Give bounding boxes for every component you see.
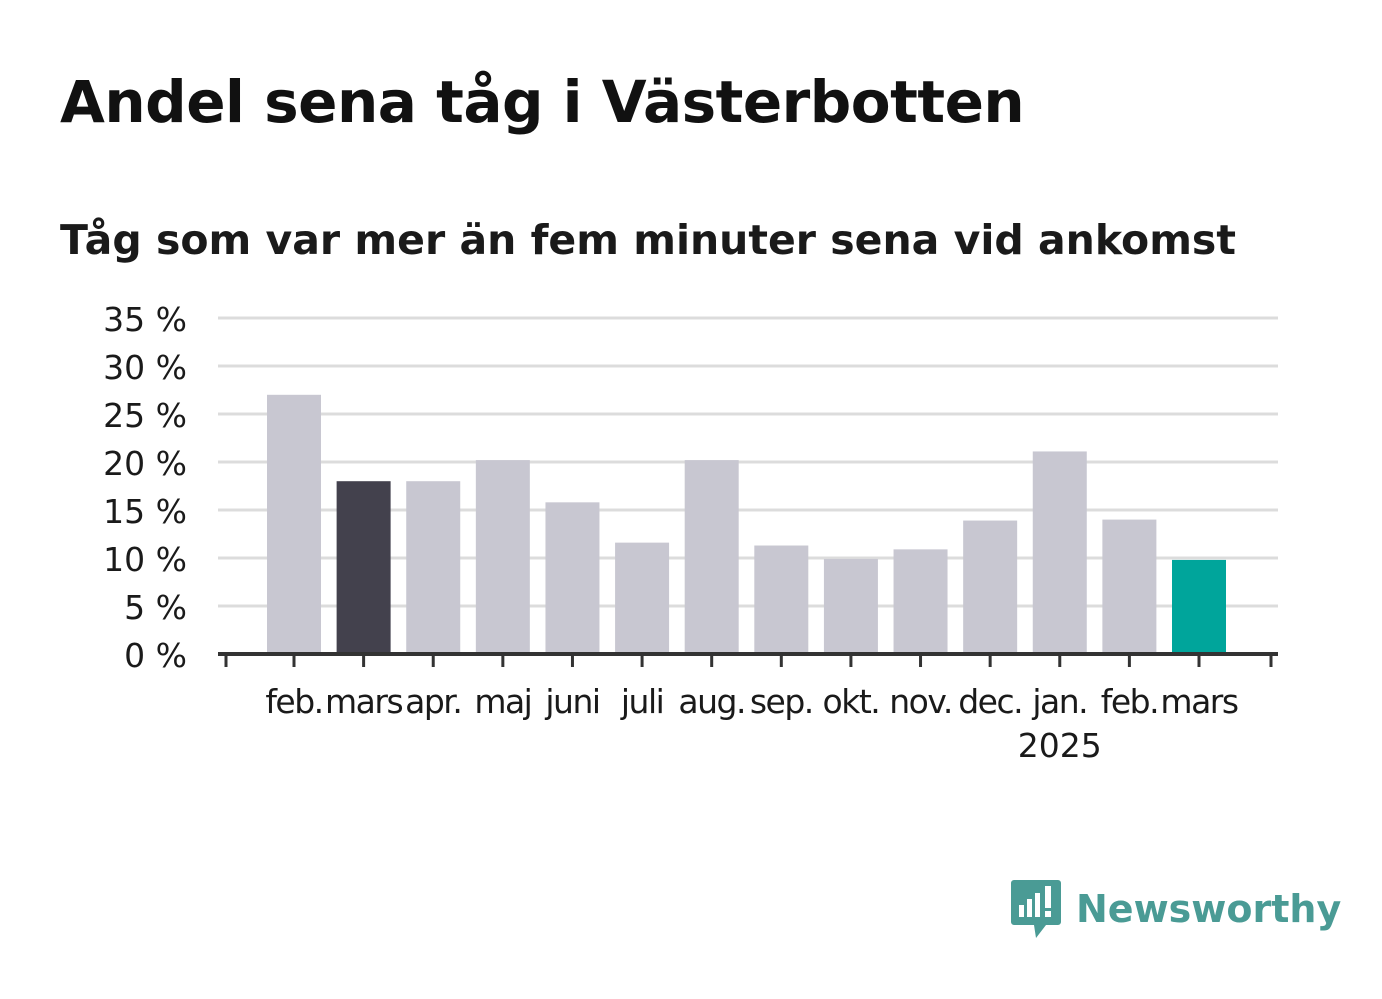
y-tick-label: 5 % [124,588,187,627]
x-tick-label: apr. [405,682,461,721]
bar [267,394,321,654]
bar [336,481,391,654]
x-tick-label: dec. [958,682,1022,721]
x-axis-tick-labels: feb. mars apr. maj juni juli aug. sep. okt. nov. d… [265,682,1239,765]
chart-title: Andel sena tåg i Västerbotten [60,68,1025,136]
x-year-label: 2025 [1018,726,1102,765]
bar [893,549,948,654]
logo-text: Newsworthy [1076,887,1342,931]
x-tick-label: mars [1160,682,1237,721]
bar [963,520,1018,654]
x-tick-label: okt. [823,682,880,721]
x-tick-label: maj [474,682,531,721]
bars [267,394,1226,654]
y-tick-label: 15 % [103,492,187,531]
x-tick-label: sep. [750,682,813,721]
y-tick-label: 25 % [103,396,187,435]
bar [615,542,670,654]
x-tick-label: mars [325,682,402,721]
bar [1102,519,1157,654]
x-tick-label: jan. [1031,682,1087,721]
x-tick-label: aug. [678,682,745,721]
x-tick-label: juli [620,682,663,721]
y-axis-tick-labels: 0 % 5 % 10 % 15 % 20 % 25 % 30 % 35 % [103,300,187,675]
bar [754,545,809,654]
y-tick-label: 20 % [103,444,187,483]
x-tick-label: juni [544,682,599,721]
chart-subtitle: Tåg som var mer än fem minuter sena vid … [60,216,1236,264]
x-tick-label: feb. [265,682,322,721]
newsworthy-bar-chart-logo-icon [1011,880,1061,938]
x-tick-label: nov. [889,682,952,721]
newsworthy-logo: Newsworthy [1010,878,1341,940]
y-tick-label: 0 % [124,636,187,675]
grid-lines [218,316,1278,608]
x-axis [218,652,1278,667]
bar [1032,451,1087,654]
bar [475,460,530,654]
bar [406,481,461,654]
bar [823,558,878,654]
y-tick-label: 35 % [103,300,187,339]
bar [1172,559,1226,654]
bar [684,460,739,654]
y-tick-label: 30 % [103,348,187,387]
y-tick-label: 10 % [103,540,187,579]
bar [545,502,600,654]
x-tick-label: feb. [1101,682,1158,721]
